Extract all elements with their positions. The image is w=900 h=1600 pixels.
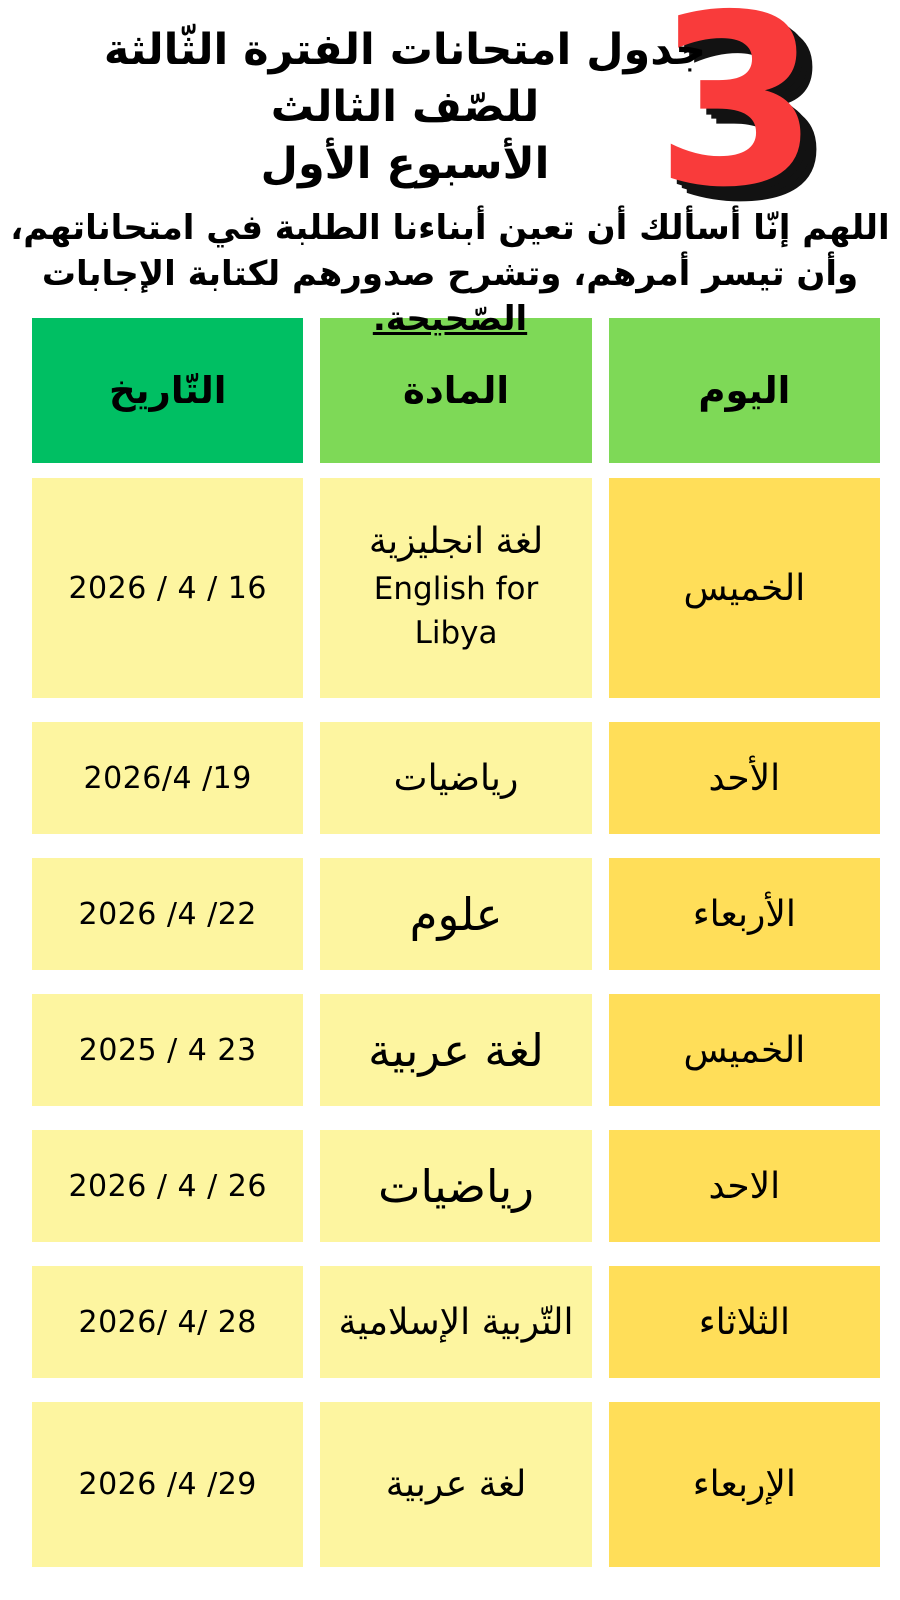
date-cell: 2025 / 4 23 <box>32 994 304 1106</box>
subject-arabic: لغة انجليزية <box>368 521 544 563</box>
prayer-text: اللهم إنّا أسألك أن تعين أبناءنا الطلبة … <box>0 206 900 343</box>
header-day: اليوم <box>608 318 880 463</box>
header-date: التّاريخ <box>32 318 304 463</box>
header-subject: المادة <box>320 318 592 463</box>
table-row: الأربعاء علوم 2026 /4 /22 <box>32 858 880 970</box>
page-title: جدول امتحانات الفترة الثّالثة للصّف الثا… <box>0 22 810 194</box>
day-cell: الخميس <box>608 478 880 698</box>
subject-cell: التّربية الإسلامية <box>320 1266 592 1378</box>
subject-cell: لغة عربية <box>320 1402 592 1567</box>
date-cell: 2026 /4 /22 <box>32 858 304 970</box>
date-value: 2025 / 4 23 <box>78 1032 257 1068</box>
day-cell: الخميس <box>608 994 880 1106</box>
table-row: الأحد رياضيات 2026/4 /19 <box>32 722 880 834</box>
date-cell: 2026/ 4/ 28 <box>32 1266 304 1378</box>
date-value: 2026/ 4/ 28 <box>78 1304 257 1340</box>
date-cell: 2026 / 4 / 16 <box>32 478 304 698</box>
exam-schedule-table: اليوم المادة التّاريخ الخميس لغة انجليزي… <box>32 318 880 1567</box>
subject-english: English for Libya <box>373 571 539 651</box>
title-line-3: الأسبوع الأول <box>260 139 550 190</box>
day-cell: الأربعاء <box>608 858 880 970</box>
date-cell: 2026 / 4 / 26 <box>32 1130 304 1242</box>
subject-cell: لغة انجليزية English for Libya <box>320 478 592 698</box>
table-row: الخميس لغة انجليزية English for Libya 20… <box>32 478 880 698</box>
date-value: 2026 / 4 / 26 <box>68 1168 267 1204</box>
table-row: الإربعاء لغة عربية 2026 /4 /29 <box>32 1402 880 1567</box>
day-cell: الاحد <box>608 1130 880 1242</box>
day-cell: الثلاثاء <box>608 1266 880 1378</box>
table-row: الخميس لغة عربية 2025 / 4 23 <box>32 994 880 1106</box>
date-value: 2026/4 /19 <box>83 760 252 796</box>
date-value: 2026 /4 /29 <box>78 1467 257 1502</box>
prayer-line-1: اللهم إنّا أسألك أن تعين أبناءنا الطلبة … <box>10 208 890 248</box>
subject-cell: رياضيات <box>320 1130 592 1242</box>
title-line-1: جدول امتحانات الفترة الثّالثة <box>103 25 707 75</box>
date-value: 2026 / 4 / 16 <box>68 570 267 606</box>
day-cell: الأحد <box>608 722 880 834</box>
prayer-line-3: الصّحيحة. <box>372 299 528 340</box>
title-line-2: للصّف الثالث <box>270 82 540 133</box>
subject-cell: علوم <box>320 858 592 970</box>
date-value: 2026 /4 /22 <box>78 896 257 932</box>
table-row: الاحد رياضيات 2026 / 4 / 26 <box>32 1130 880 1242</box>
number-3-badge: 3 <box>655 0 820 239</box>
subject-cell: لغة عربية <box>320 994 592 1106</box>
subject-cell: رياضيات <box>320 722 592 834</box>
table-row: الثلاثاء التّربية الإسلامية 2026/ 4/ 28 <box>32 1266 880 1378</box>
table-header-row: اليوم المادة التّاريخ <box>32 318 880 463</box>
date-cell: 2026 /4 /29 <box>32 1402 304 1567</box>
prayer-line-2: وأن تيسر أمرهم، وتشرح صدورهم لكتابة الإج… <box>41 253 859 294</box>
date-cell: 2026/4 /19 <box>32 722 304 834</box>
day-cell: الإربعاء <box>608 1402 880 1567</box>
